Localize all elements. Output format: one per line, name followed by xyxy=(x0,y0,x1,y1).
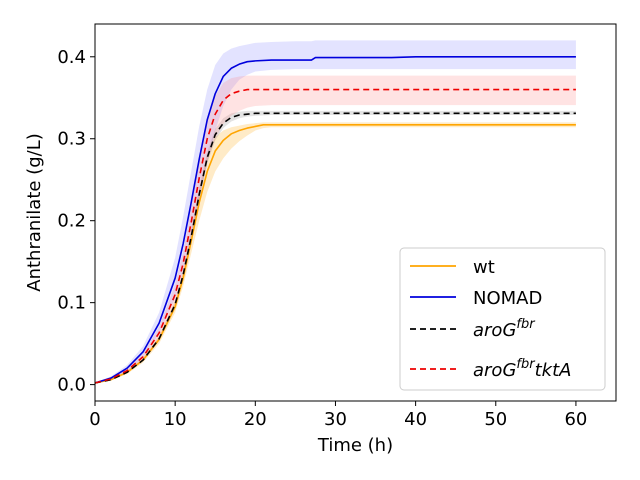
series-lines xyxy=(94,55,576,384)
x-tick-label: 10 xyxy=(164,409,187,430)
x-tick-label: 20 xyxy=(244,409,267,430)
x-tick-label: 60 xyxy=(564,409,587,430)
x-tick-label: 40 xyxy=(404,409,427,430)
x-tick-label: 30 xyxy=(324,409,347,430)
legend-box xyxy=(399,247,606,391)
x-tick-label: 50 xyxy=(484,409,507,430)
plot-area-frame xyxy=(94,23,617,402)
confidence-bands xyxy=(95,40,576,383)
x-axis-ticks: 0 10 20 30 40 50 60 xyxy=(89,401,587,430)
series-3-confidence-band xyxy=(95,75,576,383)
x-axis-label: Time (h) xyxy=(317,435,393,456)
series-0-confidence-band xyxy=(95,122,576,383)
y-tick-label: 0.1 xyxy=(57,293,86,314)
x-tick-label: 0 xyxy=(89,409,100,430)
series-3-line xyxy=(94,88,576,384)
legend-label-0: wt xyxy=(473,257,495,278)
y-tick-label: 0.2 xyxy=(57,211,86,232)
legend-label-3: aroGfbrtktA xyxy=(473,357,571,381)
series-2-line xyxy=(94,112,576,384)
series-1-confidence-band xyxy=(95,40,576,383)
y-axis-ticks: 0.0 0.1 0.2 0.3 0.4 xyxy=(57,47,95,396)
y-tick-label: 0.3 xyxy=(57,129,86,150)
y-tick-label: 0.4 xyxy=(57,47,86,68)
legend-label-1: NOMAD xyxy=(473,288,542,309)
legend: wt NOMAD aroGfbr aroGfbrtktA xyxy=(399,247,606,391)
y-tick-label: 0.0 xyxy=(57,375,86,396)
y-axis-label: Anthranilate (g/L) xyxy=(24,133,45,291)
series-1-line xyxy=(94,55,576,384)
legend-label-2: aroGfbr xyxy=(473,317,536,341)
